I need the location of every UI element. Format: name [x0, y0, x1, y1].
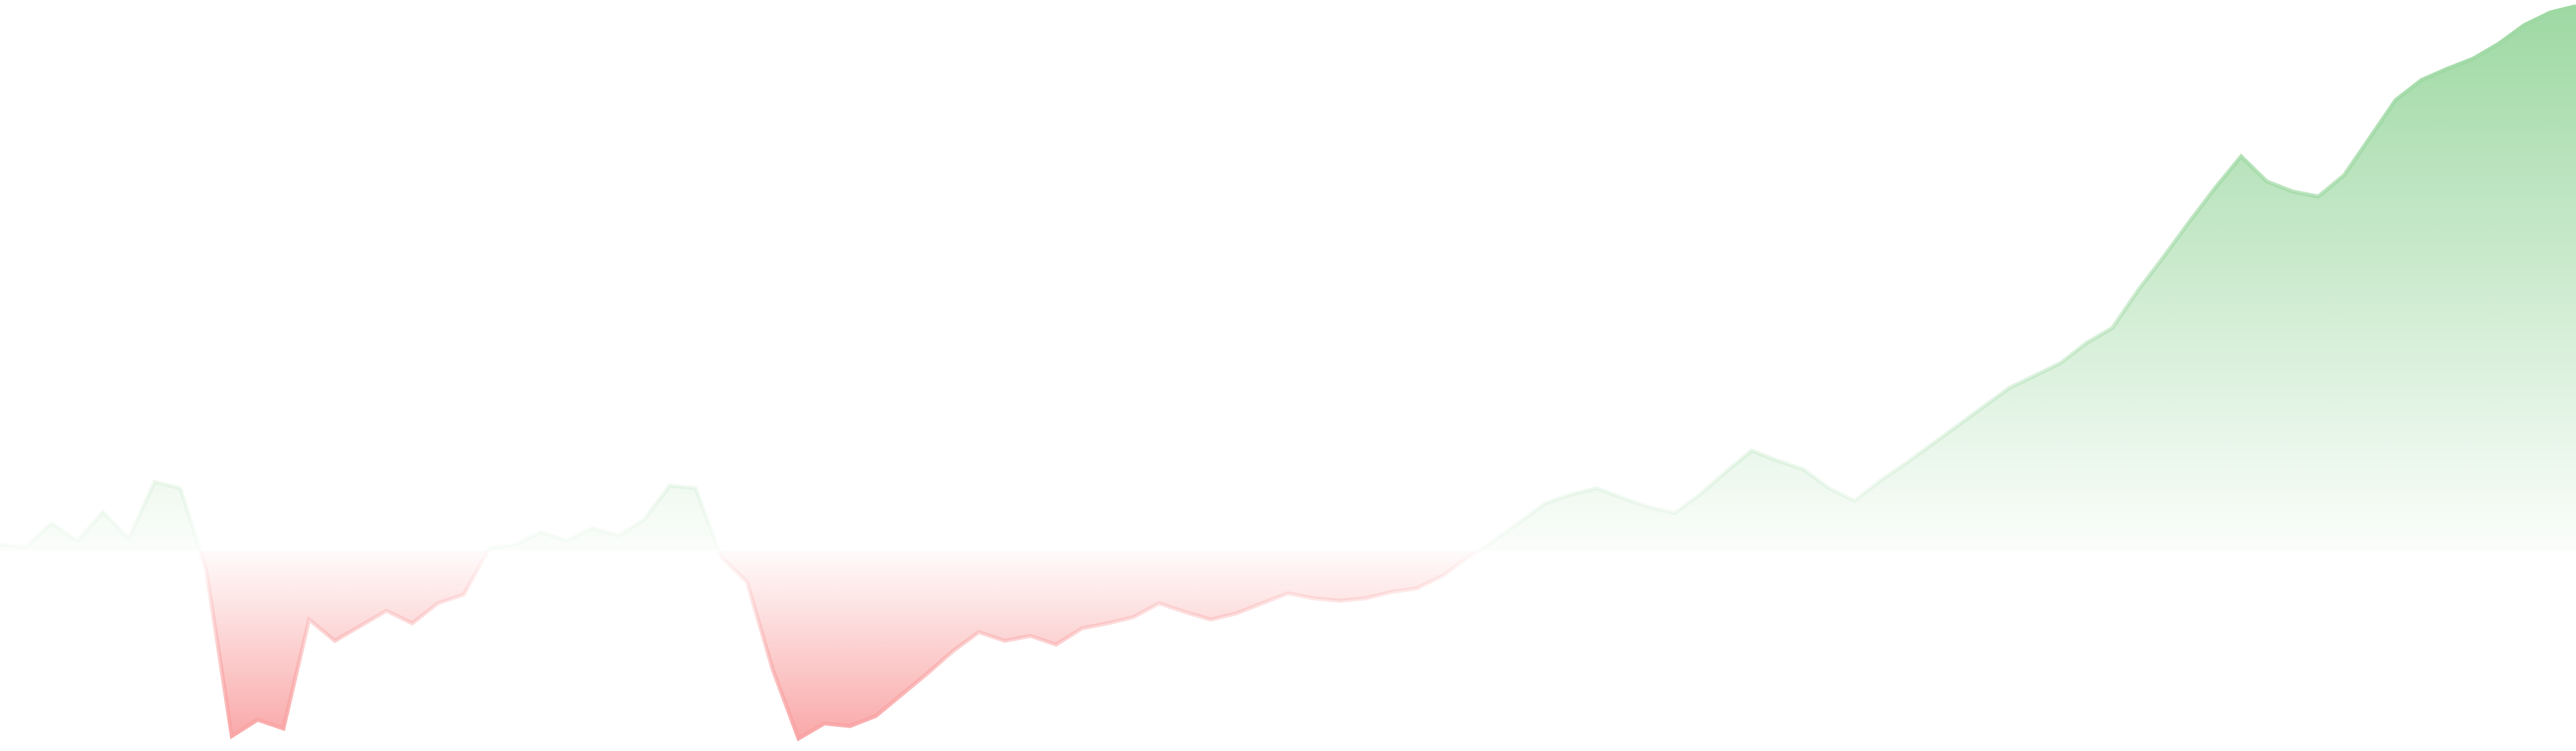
positive-area-line [0, 4, 2576, 551]
negative-area-line [198, 551, 1483, 742]
positive-area-fill [0, 6, 2576, 551]
negative-area-fill [200, 551, 1479, 739]
negative-area-layer [198, 551, 1483, 742]
positive-area-layer [0, 4, 2576, 551]
